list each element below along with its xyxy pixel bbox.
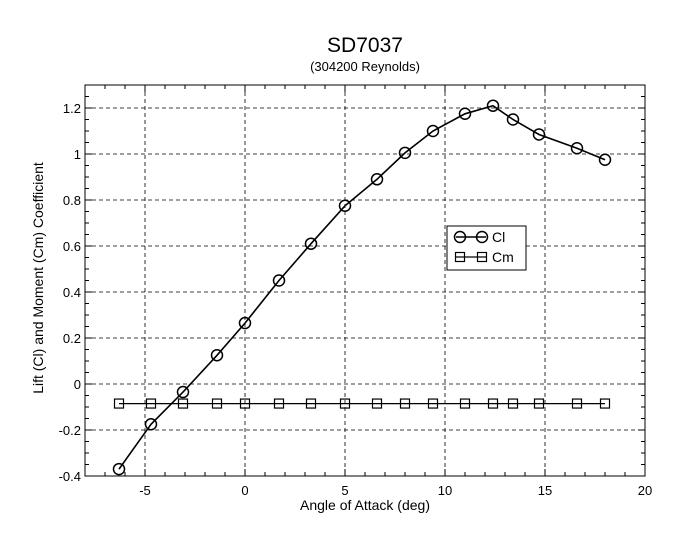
data-point-cm xyxy=(487,398,499,409)
data-point-cl xyxy=(506,113,520,126)
data-point-cl xyxy=(570,142,584,155)
data-point-cm xyxy=(145,398,157,409)
data-point-cm xyxy=(211,398,223,409)
data-point-cl xyxy=(338,199,352,212)
tick-labels: -5 0 5 10 15 20 -0.4 -0.2 0 0.2 0.4 0.6 0.8 1 1.2 xyxy=(59,101,653,498)
x-tick-label: -5 xyxy=(139,483,151,498)
data-point-cm xyxy=(533,398,545,409)
y-tick-label: -0.2 xyxy=(59,423,81,438)
chart-title: SD7037 xyxy=(327,34,403,57)
legend-marker-cm xyxy=(454,251,466,263)
data-point-cl xyxy=(458,107,472,120)
data-point-cm xyxy=(113,398,125,409)
x-axis-label: Angle of Attack (deg) xyxy=(300,497,430,513)
legend-marker-cl xyxy=(453,230,467,244)
series-group xyxy=(112,99,612,476)
data-point-cl xyxy=(304,237,318,250)
x-tick-label: 10 xyxy=(438,483,452,498)
series-cm xyxy=(113,398,611,409)
data-point-cm xyxy=(427,398,439,409)
y-tick-label: 1.2 xyxy=(63,101,81,116)
legend-label-cl: Cl xyxy=(492,229,505,245)
data-point-cm xyxy=(273,398,285,409)
series-line-cl xyxy=(118,104,606,470)
x-tick-label: 20 xyxy=(638,483,652,498)
data-point-cl xyxy=(598,153,612,166)
y-tick-label: 0.4 xyxy=(63,285,81,300)
x-tick-label: 0 xyxy=(241,483,248,498)
data-point-cl xyxy=(238,316,252,330)
y-tick-label: -0.4 xyxy=(59,469,81,484)
chart-subtitle: (304200 Reynolds) xyxy=(310,59,420,74)
grid-lines xyxy=(85,85,645,476)
data-point-cl xyxy=(370,173,384,186)
data-point-cl xyxy=(112,462,126,476)
x-tick-label: 15 xyxy=(538,483,552,498)
data-point-cm xyxy=(459,398,471,409)
data-point-cl xyxy=(398,146,412,160)
legend-box xyxy=(446,225,527,271)
data-point-cm xyxy=(239,398,251,409)
axis-ticks xyxy=(84,84,646,477)
data-point-cl xyxy=(532,128,546,141)
data-point-cl xyxy=(144,418,158,431)
data-point-cm xyxy=(571,398,583,409)
x-tick-label: 5 xyxy=(341,483,348,498)
series-cl xyxy=(112,99,612,476)
data-point-cl xyxy=(486,99,500,112)
data-point-cm xyxy=(305,398,317,409)
y-axis-label: Lift (Cl) and Moment (Cm) Coefficient xyxy=(30,162,46,394)
data-point-cm xyxy=(599,398,611,409)
data-point-cl xyxy=(210,349,224,362)
legend-marker-cl xyxy=(475,230,489,244)
data-point-cm xyxy=(399,398,411,409)
y-tick-label: 1 xyxy=(74,147,81,162)
data-point-cl xyxy=(426,124,440,138)
data-point-cl xyxy=(176,385,190,399)
y-tick-label: 0.8 xyxy=(63,193,81,208)
data-point-cm xyxy=(371,398,383,409)
data-point-cl xyxy=(272,274,286,287)
legend: Cl Cm xyxy=(446,225,527,271)
y-tick-label: 0.2 xyxy=(63,331,81,346)
y-tick-label: 0.6 xyxy=(63,239,81,254)
legend-marker-cm xyxy=(476,251,488,263)
data-point-cm xyxy=(507,398,519,409)
y-tick-label: 0 xyxy=(74,377,81,392)
data-point-cm xyxy=(177,398,189,409)
legend-label-cm: Cm xyxy=(492,249,514,265)
data-point-cm xyxy=(339,398,351,409)
plot-area-frame xyxy=(84,84,646,477)
